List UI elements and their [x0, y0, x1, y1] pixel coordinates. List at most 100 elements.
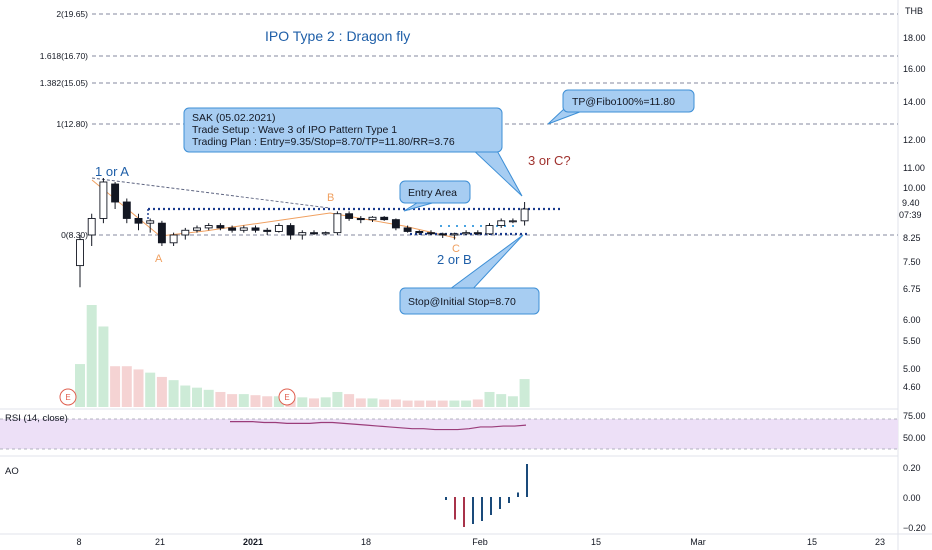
candle-body	[239, 227, 248, 231]
candle-body	[333, 213, 342, 234]
wave-label-1-or-a: 1 or A	[95, 164, 129, 179]
setup-callout[interactable]: SAK (05.02.2021) Trade Setup : Wave 3 of…	[183, 107, 523, 197]
volume-bar	[98, 326, 109, 407]
volume-bar	[426, 400, 436, 407]
volume-bar	[145, 372, 156, 407]
rsi-tick: 50.00	[903, 433, 926, 443]
x-tick: 15	[807, 537, 817, 547]
time-axis[interactable]: 8 21 2021 18 Feb 15 Mar 15 23	[76, 537, 885, 547]
price-tick: 10.00	[903, 183, 926, 193]
svg-text:E: E	[284, 393, 289, 402]
rsi-tick: 75.00	[903, 411, 926, 421]
wave-label-b: B	[327, 192, 334, 204]
candle-body	[473, 232, 482, 235]
ao-tick: 0.00	[903, 493, 921, 503]
countdown: 07:39	[899, 210, 922, 220]
volume-bar	[156, 376, 167, 407]
volume-bar	[344, 394, 355, 407]
candle-body	[193, 227, 201, 231]
volume-bar	[250, 395, 261, 407]
volume-bar	[273, 396, 284, 407]
volume-bar	[215, 391, 226, 407]
x-tick: 8	[76, 537, 81, 547]
price-tick: 11.00	[903, 163, 925, 173]
fib-label: 2(19.65)	[56, 9, 88, 19]
setup-line-1: SAK (05.02.2021)	[192, 112, 275, 124]
rsi-band	[0, 419, 898, 449]
entry-callout[interactable]: Entry Area	[399, 180, 471, 212]
candle-body	[146, 220, 155, 224]
volume-bar	[203, 389, 214, 407]
volume-bar	[472, 399, 483, 407]
volume-bar	[110, 366, 121, 407]
ao-tick: −0.20	[903, 523, 926, 533]
candle-body	[134, 218, 143, 224]
candle-body	[122, 201, 131, 219]
rsi-series	[230, 421, 527, 431]
candle-body	[403, 227, 412, 232]
candle-body	[181, 229, 190, 236]
volume-bar	[507, 396, 518, 407]
fib-label: 0(8.30)	[61, 230, 88, 240]
svg-text:E: E	[65, 393, 70, 402]
volume-bar	[238, 394, 249, 407]
candle-body	[497, 220, 506, 226]
tp-callout[interactable]: TP@Fibo100%=11.80	[547, 89, 695, 125]
wave-label-c: C	[452, 243, 460, 255]
candle-body	[157, 222, 166, 244]
price-tick: 14.00	[903, 97, 926, 107]
wave-label-3-or-c: 3 or C?	[528, 153, 571, 168]
candle-body	[438, 233, 447, 236]
candle-body	[356, 218, 365, 221]
wave-label-a: A	[155, 253, 163, 265]
volume-bar	[86, 305, 97, 407]
volume-bar	[519, 379, 530, 407]
price-tick: 7.50	[903, 257, 921, 267]
candle-body	[450, 233, 459, 236]
candle-body	[427, 232, 435, 235]
volume-bar	[180, 385, 191, 407]
volume-bar	[402, 400, 413, 407]
candle-body	[368, 216, 377, 221]
volume-bar	[437, 400, 448, 407]
fib-label: 1.382(15.05)	[40, 78, 88, 88]
candle-body	[298, 232, 307, 236]
volume-bar	[121, 366, 132, 407]
candles	[76, 178, 529, 288]
price-tick: 6.00	[903, 315, 921, 325]
candle-body	[380, 216, 389, 221]
candle-body	[99, 181, 108, 219]
volume-bar	[496, 394, 507, 407]
volume-bar	[133, 369, 144, 407]
event-marker[interactable]: E	[278, 388, 296, 406]
volume-bar	[390, 399, 401, 407]
price-tick: 5.50	[903, 336, 921, 346]
candle-body	[111, 183, 120, 203]
x-tick: Mar	[690, 537, 706, 547]
volume-bar	[168, 380, 179, 407]
x-tick: Feb	[472, 537, 488, 547]
stop-callout[interactable]: Stop@Initial Stop=8.70	[399, 234, 540, 315]
candle-body	[462, 232, 471, 235]
candle-body	[520, 208, 529, 222]
event-marker[interactable]: E	[59, 388, 77, 406]
candle-body	[508, 220, 517, 223]
candle-body	[310, 232, 318, 235]
candle-body	[415, 231, 424, 234]
volume-bar	[379, 399, 390, 407]
volume-bar	[355, 398, 366, 407]
candle-body	[391, 219, 400, 229]
volume-bar	[449, 400, 460, 407]
ao-tick: 0.20	[903, 463, 921, 473]
candle-body	[228, 227, 237, 231]
price-tick: 8.25	[903, 233, 921, 243]
volume-bar	[484, 391, 495, 407]
x-tick: 2021	[243, 537, 263, 547]
candle-body	[76, 239, 84, 267]
price-axis[interactable]: 18.00 16.00 14.00 12.00 11.00 10.00 8.25 7.50 6.…	[903, 33, 926, 392]
x-tick: 23	[875, 537, 885, 547]
volume-bar	[262, 396, 273, 407]
rsi-label: RSI (14, close)	[5, 413, 68, 424]
volume-bar	[297, 397, 308, 407]
